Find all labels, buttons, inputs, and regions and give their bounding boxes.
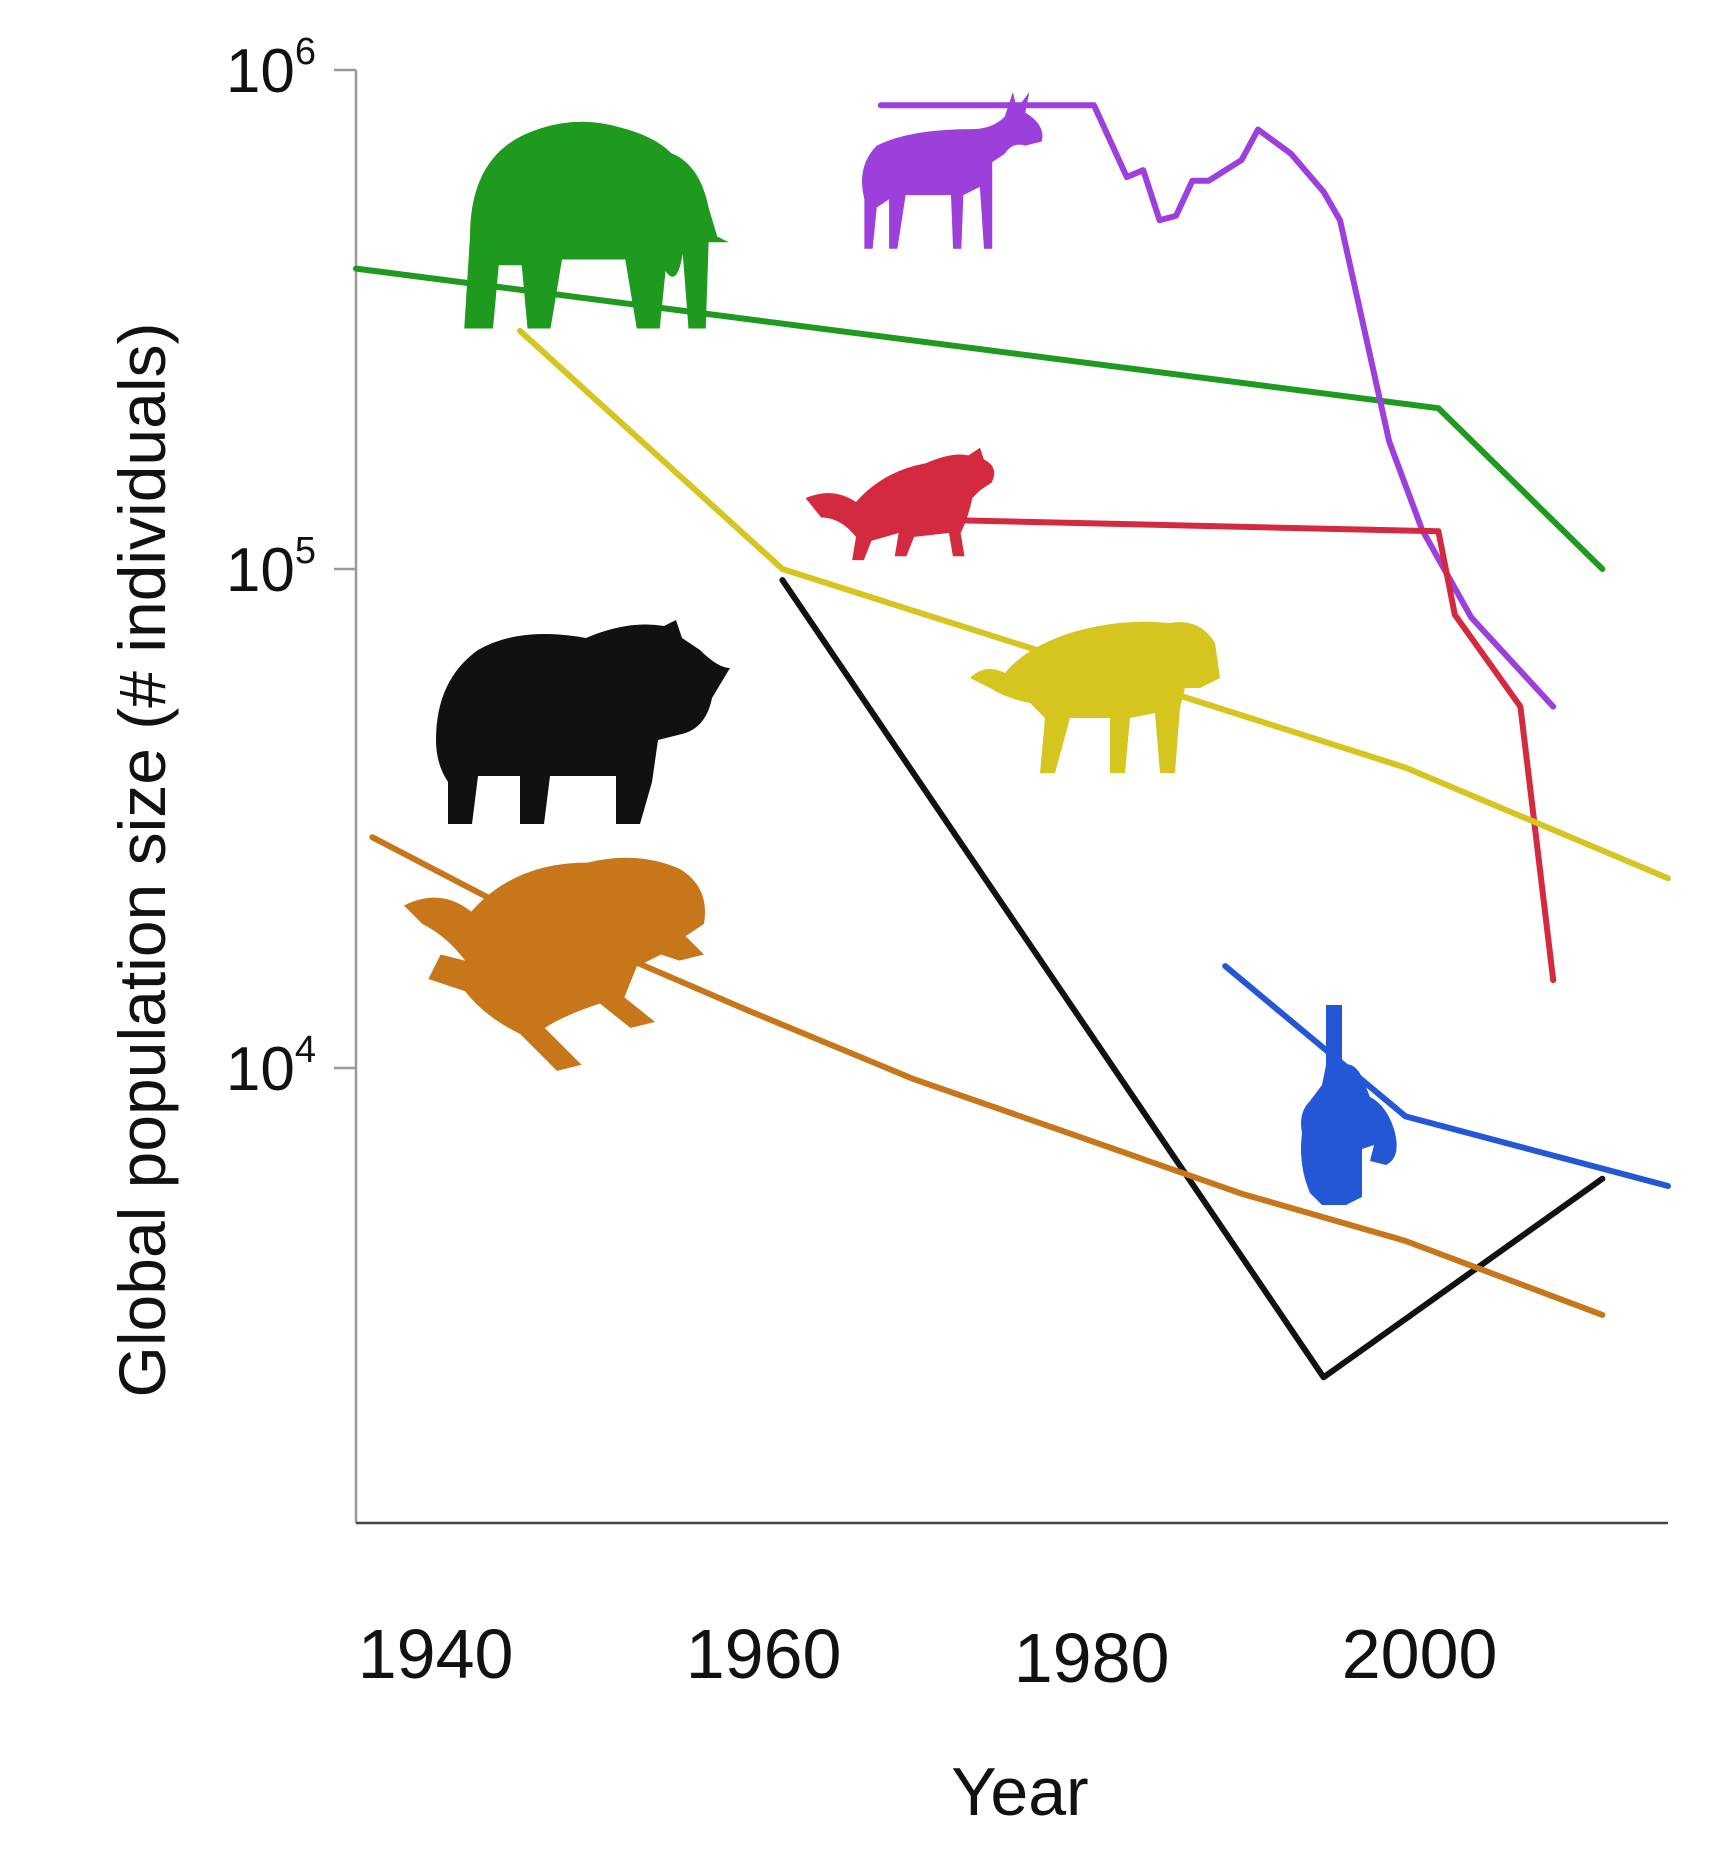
- y-axis-title: Global population size (# individuals): [105, 323, 179, 1398]
- series-line-lion: [517, 327, 1671, 882]
- y-tick-label: 106: [226, 31, 316, 106]
- x-tick-label: 2000: [1342, 1615, 1498, 1693]
- series-line-antelope: [877, 102, 1557, 710]
- series-line-orangutan: [1222, 963, 1671, 1189]
- rhino-icon: [436, 620, 730, 824]
- x-tick-label: 1960: [686, 1615, 842, 1693]
- y-tick-label: 104: [226, 1029, 316, 1104]
- series-line-tasmanian-devil: [894, 515, 1557, 984]
- orangutan-icon: [1301, 1005, 1397, 1205]
- cheetah-icon: [403, 857, 706, 1071]
- animal-icons: [403, 92, 1397, 1205]
- x-tick-label: 1980: [1014, 1619, 1170, 1697]
- x-axis-title: Year: [951, 1754, 1088, 1830]
- y-tick-label: 105: [226, 530, 316, 605]
- tasmanian-devil-icon: [805, 447, 995, 561]
- antelope-icon: [862, 92, 1043, 249]
- x-tick-label: 1940: [358, 1615, 514, 1693]
- series-line-rhino: [779, 577, 1606, 1381]
- lion-icon: [970, 621, 1220, 773]
- y-axis-ticks: 104 105 106: [226, 31, 356, 1104]
- x-axis-ticks: 1940 1960 1980 2000: [358, 1615, 1498, 1697]
- series-line-elephant: [353, 265, 1606, 572]
